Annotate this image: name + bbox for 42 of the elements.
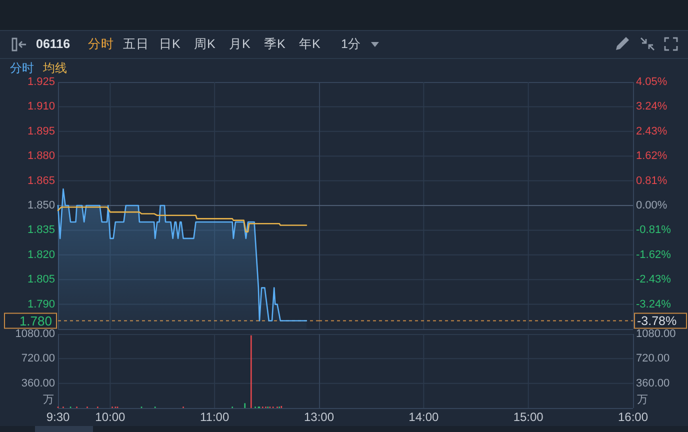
x-tick-label: 10:00 (95, 410, 126, 424)
y2-tick-label: 720.00 (636, 352, 670, 365)
x-tick-label: 15:00 (513, 410, 544, 424)
ref-line-label: -3.78% (637, 314, 677, 328)
y2-tick-label: 1.62% (636, 150, 668, 162)
toolbar: 06116 分时 五日 日K 周K 月K 季K 年K 1分 (0, 37, 688, 59)
y-tick-label: 1.790 (27, 298, 55, 310)
y-tick-label: 720.00 (21, 352, 55, 365)
legend: 分时 均线 (10, 61, 67, 75)
y2-tick-label: 3.24% (636, 100, 668, 113)
x-tick-label: 16:00 (618, 410, 648, 424)
y2-axis-title: 万 (637, 394, 648, 406)
y2-tick-label: 4.05% (636, 76, 668, 88)
y2-tick-label: 360.00 (636, 377, 670, 390)
ref-label: 1.780 (4, 312, 57, 329)
y-tick-label: 1.895 (27, 125, 55, 138)
y-tick-label: 1.910 (27, 100, 55, 113)
y-tick-label: 1.925 (27, 76, 55, 88)
y2-tick-label: -0.81% (636, 224, 672, 236)
y-tick-label: 1.805 (27, 274, 55, 286)
y2-tick-label: -1.62% (636, 248, 672, 261)
x-tick-label: 14:00 (408, 410, 440, 424)
y2-tick-label: 1080.00 (636, 328, 676, 340)
y-tick-label: 1080.00 (15, 328, 55, 340)
y-tick-label: 1.850 (27, 200, 55, 212)
y-tick-label: 1.880 (27, 150, 55, 162)
x-tick-label: 11:00 (200, 410, 230, 424)
y-tick-label: 1.820 (27, 248, 55, 261)
y-tick-label: 360.00 (21, 377, 55, 390)
x-tick-label: 9:30 (46, 410, 70, 424)
y-axis-title: 万 (43, 394, 54, 406)
chart-title: 06116 (36, 37, 70, 51)
y-tick-label: 1.865 (27, 174, 55, 187)
ref-line-label: 1.780 (19, 313, 52, 328)
y2-tick-label: -3.24% (636, 298, 672, 310)
y2-tick-label: 0.00% (636, 200, 668, 212)
y2-tick-label: -2.43% (636, 274, 672, 286)
y2-tick-label: 0.81% (636, 174, 668, 187)
y-tick-label: 1.835 (27, 224, 55, 236)
ref-label: -3.78% (634, 312, 687, 329)
x-tick-label: 13:00 (304, 410, 334, 424)
y2-tick-label: 2.43% (636, 125, 668, 138)
